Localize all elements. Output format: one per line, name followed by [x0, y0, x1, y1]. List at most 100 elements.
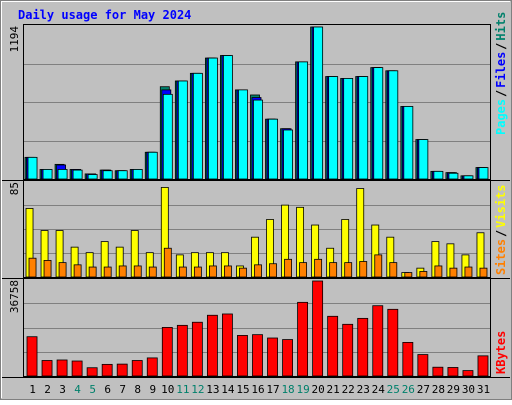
bar-pages-day-30	[463, 175, 474, 180]
bar-sites-day-5	[88, 266, 97, 278]
bar-pages-day-10	[162, 93, 173, 180]
panel-frames	[2, 24, 510, 378]
bar-kbytes-day-20	[312, 280, 324, 377]
bar-sites-day-30	[464, 266, 473, 278]
x-tick-label-day-31: 31	[477, 383, 490, 396]
bar-pages-day-28	[433, 170, 444, 180]
bar-sites-day-2	[43, 260, 52, 278]
bar-sites-day-24	[374, 254, 383, 278]
panel-frame	[23, 180, 491, 278]
x-tick-label-day-7: 7	[119, 383, 126, 396]
x-tick-label-day-3: 3	[59, 383, 66, 396]
bar-pages-day-4	[72, 169, 83, 180]
bar-sites-day-12	[193, 266, 202, 278]
bar-sites-day-17	[269, 263, 277, 278]
bar-kbytes-day-3	[56, 359, 68, 377]
bar-pages-day-16	[253, 99, 263, 180]
bar-sites-day-23	[359, 261, 368, 278]
bar-kbytes-day-18	[282, 339, 293, 377]
bar-sites-day-9	[148, 266, 157, 278]
x-tick-label-day-20: 20	[312, 383, 325, 396]
bar-kbytes-day-1	[26, 336, 38, 377]
bar-pages-day-11	[177, 80, 188, 180]
y-axis-max-label: 85	[8, 182, 21, 195]
bar-sites-day-1	[28, 257, 37, 278]
bar-pages-day-12	[192, 72, 203, 180]
legend-files: Files	[494, 52, 508, 88]
bar-kbytes-day-5	[86, 367, 98, 377]
legend-visits: Visits	[494, 184, 508, 227]
bar-kbytes-day-30	[462, 370, 474, 377]
bar-kbytes-day-22	[342, 323, 354, 377]
bar-kbytes-day-15	[237, 335, 248, 377]
x-tick-label-day-6: 6	[104, 383, 111, 396]
bar-kbytes-day-8	[131, 360, 143, 377]
y-axis-labels: 1194 85 36758	[8, 26, 21, 313]
bar-sites-day-21	[329, 262, 338, 278]
bar-pages-day-23	[358, 76, 369, 180]
x-tick-label-day-16: 16	[251, 383, 264, 396]
bar-kbytes-day-9	[146, 357, 158, 377]
bar-kbytes-day-12	[191, 321, 203, 377]
bar-pages-day-22	[343, 78, 354, 180]
x-tick-label-day-13: 13	[206, 383, 219, 396]
bar-sites-day-3	[58, 262, 67, 278]
x-tick-label-day-17: 17	[266, 383, 279, 396]
bar-kbytes-day-19	[297, 301, 309, 377]
bar-sites-day-29	[449, 267, 458, 278]
x-tick-label-day-18: 18	[281, 383, 294, 396]
panel-frame	[23, 24, 491, 180]
legend-kbytes: KBytes	[494, 331, 508, 374]
legend-separator: /	[494, 43, 508, 50]
bar-sites-day-19	[299, 262, 308, 278]
x-tick-label-day-22: 22	[342, 383, 355, 396]
panel-frame	[23, 278, 491, 377]
y-axis-max-label: 36758	[8, 280, 21, 313]
x-tick-label-day-14: 14	[221, 383, 235, 396]
bar-kbytes-day-6	[101, 363, 113, 377]
bar-pages-day-31	[478, 167, 489, 180]
bar-pages-day-29	[448, 172, 459, 180]
x-tick-label-day-2: 2	[44, 383, 51, 396]
legend: Sites / Visits	[494, 184, 508, 275]
x-tick-label-day-11: 11	[176, 383, 189, 396]
bar-pages-day-18	[283, 129, 293, 180]
bar-sites-day-27	[419, 271, 428, 278]
bar-kbytes-day-31	[477, 355, 489, 377]
x-tick-label-day-10: 10	[161, 383, 174, 396]
bar-pages-day-5	[87, 174, 98, 180]
bar-sites-day-25	[389, 262, 398, 278]
bars	[24, 26, 489, 377]
bar-sites-day-6	[103, 266, 112, 278]
bar-pages-day-24	[373, 67, 384, 180]
bar-kbytes-day-11	[176, 324, 188, 377]
bar-sites-day-11	[178, 266, 187, 278]
bar-sites-day-13	[208, 265, 217, 278]
x-tick-label-day-4: 4	[74, 383, 81, 396]
bar-pages-day-25	[388, 70, 399, 180]
bar-sites-day-7	[118, 265, 127, 278]
bar-pages-day-6	[102, 170, 113, 180]
bar-pages-day-7	[117, 170, 128, 180]
bar-pages-day-26	[403, 106, 414, 180]
bar-kbytes-day-14	[222, 313, 233, 377]
bar-pages-day-3	[57, 169, 68, 180]
x-tick-label-day-8: 8	[134, 383, 141, 396]
x-tick-label-day-25: 25	[387, 383, 400, 396]
bar-pages-day-13	[207, 57, 218, 180]
x-tick-label-day-19: 19	[296, 383, 309, 396]
bar-kbytes-day-7	[116, 363, 128, 377]
bar-kbytes-day-13	[206, 314, 218, 377]
bar-pages-day-9	[147, 151, 158, 180]
legend-pages: Pages	[494, 99, 508, 135]
x-tick-label-day-5: 5	[89, 383, 96, 396]
bar-sites-day-4	[73, 264, 82, 278]
bar-kbytes-day-21	[327, 315, 339, 377]
x-tick-label-day-29: 29	[447, 383, 460, 396]
bar-pages-day-2	[42, 169, 53, 180]
bar-sites-day-31	[479, 267, 488, 278]
bar-sites-day-22	[344, 262, 353, 278]
